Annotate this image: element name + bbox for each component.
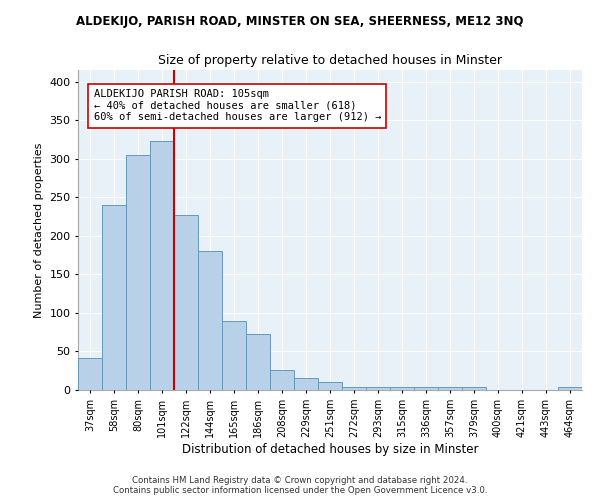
- Bar: [318, 382, 342, 390]
- Title: Size of property relative to detached houses in Minster: Size of property relative to detached ho…: [158, 54, 502, 68]
- Bar: [198, 251, 222, 390]
- Bar: [222, 320, 246, 390]
- Text: Contains HM Land Registry data © Crown copyright and database right 2024.
Contai: Contains HM Land Registry data © Crown c…: [113, 476, 487, 495]
- Bar: [270, 370, 294, 390]
- Bar: [438, 387, 462, 390]
- X-axis label: Distribution of detached houses by size in Minster: Distribution of detached houses by size …: [182, 442, 478, 456]
- Text: ALDEKIJO PARISH ROAD: 105sqm
← 40% of detached houses are smaller (618)
60% of s: ALDEKIJO PARISH ROAD: 105sqm ← 40% of de…: [94, 90, 381, 122]
- Bar: [246, 334, 270, 390]
- Bar: [294, 378, 318, 390]
- Bar: [342, 387, 366, 390]
- Bar: [462, 387, 486, 390]
- Bar: [150, 141, 174, 390]
- Bar: [174, 215, 198, 390]
- Bar: [78, 358, 102, 390]
- Y-axis label: Number of detached properties: Number of detached properties: [34, 142, 44, 318]
- Bar: [366, 387, 390, 390]
- Bar: [390, 387, 414, 390]
- Bar: [102, 205, 126, 390]
- Bar: [558, 387, 582, 390]
- Bar: [126, 155, 150, 390]
- Bar: [414, 387, 438, 390]
- Text: ALDEKIJO, PARISH ROAD, MINSTER ON SEA, SHEERNESS, ME12 3NQ: ALDEKIJO, PARISH ROAD, MINSTER ON SEA, S…: [76, 15, 524, 28]
